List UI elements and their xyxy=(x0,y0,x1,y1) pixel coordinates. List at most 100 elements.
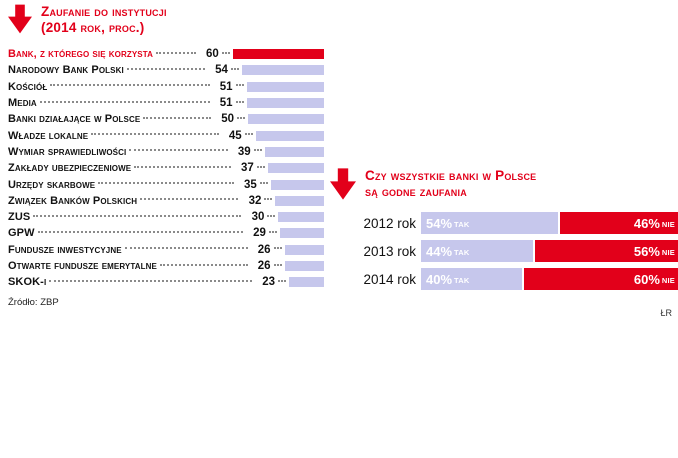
institution-row: ZUS 30 xyxy=(8,209,324,225)
institution-bar xyxy=(279,228,324,239)
dotted-leader xyxy=(126,67,205,70)
tak-label: TAK xyxy=(454,276,470,285)
institution-bar xyxy=(248,114,324,125)
year-label: 2012 rok xyxy=(363,215,416,231)
stacked-bar: 40% TAK 60% NIE xyxy=(421,268,678,290)
dotted-leader xyxy=(49,279,252,282)
institution-value: 26 xyxy=(257,260,271,272)
institution-bar xyxy=(267,163,324,174)
institution-row: Związek Banków Polskich 32 xyxy=(8,193,324,209)
institution-label: Związek Banków Polskich xyxy=(8,194,138,207)
dotted-leader xyxy=(253,149,262,152)
institution-value: 35 xyxy=(244,178,257,191)
nie-percent: 60% xyxy=(633,271,660,287)
institution-row: Bank, z którego się korzysta 60 xyxy=(8,46,324,62)
dotted-leader xyxy=(235,100,244,103)
year-row: 2014 rok 40% TAK 60% NIE xyxy=(358,268,678,290)
nie-percent: 56% xyxy=(633,243,660,259)
title-line-2: są godne zaufania xyxy=(365,184,467,200)
nie-percent: 46% xyxy=(633,215,660,231)
dotted-leader xyxy=(33,214,242,217)
institution-label: Banki działające w Polsce xyxy=(8,113,141,126)
institution-row: Banki działające w Polsce 50 xyxy=(8,111,324,127)
institution-bar xyxy=(246,81,324,92)
institution-row: Wymiar sprawiedliwości 39 xyxy=(8,144,324,160)
institution-bar xyxy=(270,179,324,190)
institution-label: Otwarte fundusze emerytalne xyxy=(8,260,157,272)
institution-label: Zakłady ubezpieczeniowe xyxy=(8,162,132,175)
institution-value: 26 xyxy=(257,243,271,256)
dotted-leader xyxy=(156,51,196,54)
dotted-leader xyxy=(244,133,253,136)
institution-value: 32 xyxy=(248,194,262,207)
nie-segment: 56% NIE xyxy=(535,240,678,262)
tak-label: TAK xyxy=(454,248,470,257)
stacked-bar: 54% TAK 46% NIE xyxy=(421,212,678,234)
dotted-leader xyxy=(134,165,231,168)
tak-segment: 44% TAK xyxy=(421,240,535,262)
down-arrow-icon xyxy=(330,168,356,200)
institution-bar xyxy=(284,261,324,271)
year-label: 2014 rok xyxy=(363,271,416,287)
year-row: 2012 rok 54% TAK 46% NIE xyxy=(358,212,678,234)
institution-row: Władze lokalne 45 xyxy=(8,127,324,143)
left-chart-title: Zaufanie do instytucji (2014 rok, proc.) xyxy=(8,4,167,37)
dotted-leader xyxy=(235,84,244,87)
credit-initials: ŁR xyxy=(660,308,672,318)
institution-value: 39 xyxy=(237,145,251,158)
dotted-leader xyxy=(259,182,268,185)
year-row: 2013 rok 44% TAK 56% NIE xyxy=(358,240,678,262)
stacked-bars: 2012 rok 54% TAK 46% NIE 2013 rok 44% TAK 56% NIE… xyxy=(358,212,678,296)
institution-value: 51 xyxy=(219,80,233,93)
dotted-leader xyxy=(124,247,248,250)
nie-segment: 46% NIE xyxy=(560,212,678,234)
institution-row: Media 51 xyxy=(8,95,324,111)
institution-row: SKOK-i 23 xyxy=(8,274,324,290)
dotted-leader xyxy=(50,84,210,87)
tak-percent: 54% xyxy=(426,215,453,231)
dotted-leader xyxy=(39,100,210,103)
tak-segment: 40% TAK xyxy=(421,268,524,290)
institution-bar xyxy=(278,212,324,223)
right-chart-title-text: Czy wszystkie banki w Polsce są godne za… xyxy=(365,168,536,201)
institution-row: GPW 29 xyxy=(8,225,324,241)
institution-bar xyxy=(289,277,324,288)
institution-row: Urzędy skarbowe 35 xyxy=(8,176,324,192)
dotted-leader xyxy=(91,133,219,136)
institution-row: Fundusze inwestycyjne 26 xyxy=(8,242,324,258)
institution-bar xyxy=(246,98,324,109)
institution-label: ZUS xyxy=(8,211,31,224)
dotted-leader xyxy=(98,182,234,185)
institution-row: Otwarte fundusze emerytalne 26 xyxy=(8,258,324,274)
dotted-leader xyxy=(140,198,239,201)
institution-label: Wymiar sprawiedliwości xyxy=(8,145,127,158)
dotted-leader xyxy=(143,116,211,119)
dotted-leader xyxy=(159,263,248,266)
dotted-leader xyxy=(273,263,282,266)
title-line-1: Czy wszystkie banki w Polsce xyxy=(365,168,537,183)
source-note: Źródło: ZBP xyxy=(8,297,59,308)
down-arrow-icon xyxy=(8,4,32,34)
institutions-list: Bank, z którego się korzysta 60 Narodowy B… xyxy=(8,46,324,290)
institution-row: Kościół 51 xyxy=(8,79,324,95)
institution-value: 23 xyxy=(262,276,275,289)
institution-bar xyxy=(275,195,324,206)
institution-value: 51 xyxy=(219,97,233,110)
stacked-bar: 44% TAK 56% NIE xyxy=(421,240,678,262)
right-chart-title: Czy wszystkie banki w Polsce są godne za… xyxy=(330,168,536,201)
institution-bar xyxy=(255,130,324,141)
dotted-leader xyxy=(273,247,282,250)
institution-label: SKOK-i xyxy=(8,276,47,289)
tak-percent: 44% xyxy=(426,243,453,259)
tak-label: TAK xyxy=(454,220,470,229)
institution-label: Bank, z którego się korzysta xyxy=(8,48,153,61)
dotted-leader xyxy=(230,67,239,70)
nie-segment: 60% NIE xyxy=(524,268,678,290)
title-line-2: (2014 rok, proc.) xyxy=(41,20,145,36)
institution-bar xyxy=(241,65,324,76)
institution-value: 45 xyxy=(228,129,242,142)
dotted-leader xyxy=(267,214,276,217)
institution-value: 50 xyxy=(221,113,234,126)
left-chart-title-text: Zaufanie do instytucji (2014 rok, proc.) xyxy=(41,4,167,37)
